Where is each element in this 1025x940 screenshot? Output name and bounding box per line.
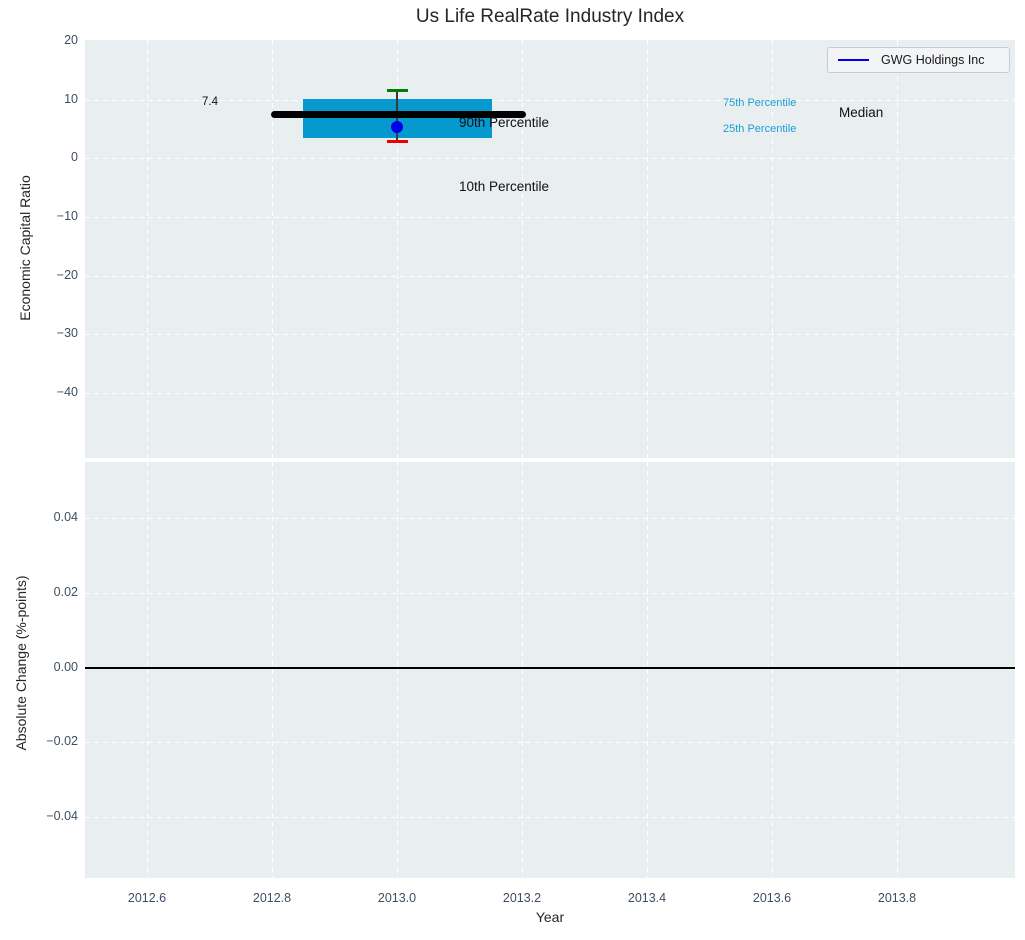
p10-label: 10th Percentile <box>459 179 550 194</box>
xtick: 2012.8 <box>252 891 292 905</box>
ytick-bottom: −0.04 <box>46 809 78 823</box>
gridline <box>272 462 273 878</box>
gridline <box>85 217 1015 218</box>
p90-cap <box>387 89 408 92</box>
p10-cap <box>387 140 408 143</box>
gridline <box>647 40 648 458</box>
gridline <box>272 40 273 458</box>
gridline <box>85 518 1015 519</box>
xtick: 2012.6 <box>127 891 167 905</box>
xtick: 2013.8 <box>877 891 917 905</box>
bottom-y-axis-label: Absolute Change (%-points) <box>13 575 29 751</box>
xtick: 2013.2 <box>502 891 542 905</box>
gridline <box>85 334 1015 335</box>
legend-label: GWG Holdings Inc <box>881 53 985 67</box>
gridline <box>522 40 523 458</box>
gridline <box>772 40 773 458</box>
bottom-subplot <box>85 462 1015 878</box>
xtick: 2013.4 <box>627 891 667 905</box>
ytick-top: 0 <box>71 150 78 164</box>
ytick-top: −20 <box>56 268 78 282</box>
ytick-bottom: 0.00 <box>53 660 78 674</box>
ytick-bottom: −0.02 <box>46 734 78 748</box>
gridline <box>897 462 898 878</box>
ytick-top: 10 <box>64 92 78 106</box>
legend: GWG Holdings Inc <box>827 47 1010 73</box>
gridline <box>772 462 773 878</box>
gridline <box>85 817 1015 818</box>
gridline <box>85 593 1015 594</box>
gridline <box>85 276 1015 277</box>
p25-label: 25th Percentile <box>723 123 797 135</box>
ytick-top: −40 <box>56 385 78 399</box>
p90-label: 90th Percentile <box>459 115 550 130</box>
gridline <box>85 158 1015 159</box>
ytick-top: 20 <box>64 33 78 47</box>
top-y-axis-label: Economic Capital Ratio <box>17 175 33 321</box>
company-data-point <box>391 121 403 133</box>
gridline <box>85 393 1015 394</box>
median-value-label: 7.4 <box>202 96 218 108</box>
zero-reference-line <box>85 667 1015 669</box>
gridline <box>397 462 398 878</box>
gridline <box>647 462 648 878</box>
gridline <box>147 40 148 458</box>
xtick: 2013.0 <box>377 891 417 905</box>
ytick-bottom: 0.04 <box>53 510 78 524</box>
legend-line-sample <box>838 58 869 62</box>
ytick-top: −10 <box>56 209 78 223</box>
gridline <box>85 100 1015 101</box>
gridline <box>397 40 398 458</box>
median-label: Median <box>839 105 884 120</box>
ytick-top: −30 <box>56 326 78 340</box>
gridline <box>897 40 898 458</box>
median-line <box>271 111 526 118</box>
gridline <box>85 742 1015 743</box>
chart-title: Us Life RealRate Industry Index <box>415 6 685 27</box>
xtick: 2013.6 <box>752 891 792 905</box>
gridline <box>522 462 523 878</box>
x-axis-label: Year <box>535 909 565 925</box>
top-subplot: 7.4 90th Percentile 10th Percentile 75th… <box>85 40 1015 458</box>
gridline <box>147 462 148 878</box>
p75-label: 75th Percentile <box>723 97 797 109</box>
ytick-bottom: 0.02 <box>53 585 78 599</box>
